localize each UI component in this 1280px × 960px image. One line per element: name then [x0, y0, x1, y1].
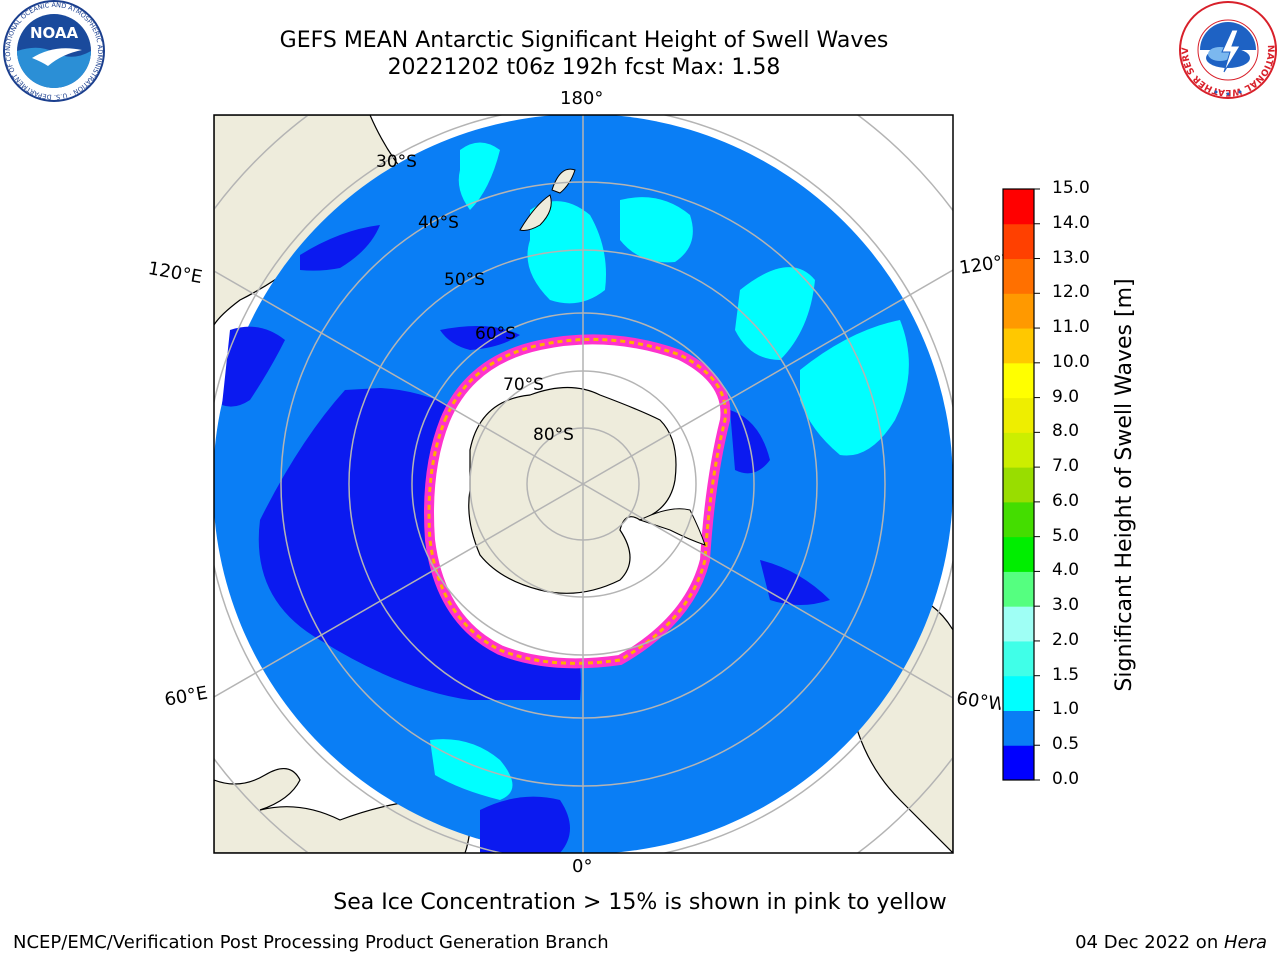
colorbar-tick-label: 8.0: [1052, 421, 1080, 442]
colorbar-block: [1003, 258, 1034, 294]
noaa-logo: NATIONAL OCEANIC AND ATMOSPHERIC ADMINIS…: [2, 0, 105, 102]
footer-host: Hera: [1223, 932, 1267, 953]
colorbar-tick-label: 4.0: [1052, 560, 1080, 581]
chart-subtitle-run-info: 20221202 t06z 192h fcst Max: 1.58: [387, 55, 781, 80]
lat-label-70s: 70°S: [503, 375, 544, 395]
colorbar-tick-label: 9.0: [1052, 386, 1080, 407]
lat-label-50s: 50°S: [444, 270, 485, 290]
colorbar-block: [1003, 606, 1034, 642]
colorbar-block: [1003, 189, 1034, 225]
colorbar-block: [1003, 745, 1034, 781]
map-frame: [213, 114, 954, 854]
swell-south-atlantic: [430, 739, 513, 800]
low-swell-east: [730, 410, 770, 474]
sea-ice-edge-orange: [427, 337, 727, 665]
meridian-120w: [582, 269, 953, 485]
lat-label-30s: 30°S: [376, 152, 417, 172]
swell-pacific-1: [620, 197, 693, 263]
new-zealand-south: [519, 194, 552, 231]
colorbar-blocks: [1003, 189, 1034, 781]
colorbar-tick-label: 1.5: [1052, 664, 1080, 685]
colorbar-block: [1003, 571, 1034, 607]
colorbar-tick-label: 2.0: [1052, 629, 1080, 650]
colorbar-block: [1003, 432, 1034, 468]
noaa-logo-text: NOAA: [30, 24, 79, 42]
colorbar-frame: [1002, 188, 1035, 781]
colorbar-block: [1003, 397, 1034, 433]
colorbar-tick-label: 10.0: [1052, 351, 1090, 372]
graticule: [214, 115, 953, 853]
colorbar-tick-label: 14.0: [1052, 212, 1090, 233]
colorbar-tick-label: 7.0: [1052, 456, 1080, 477]
antarctic-peninsula: [638, 508, 706, 546]
low-swell-south: [480, 796, 570, 853]
colorbar-tick-label: 13.0: [1052, 247, 1090, 268]
swell-pacific-3: [800, 320, 909, 456]
colorbar-block: [1003, 536, 1034, 572]
lon-label-0: 0°: [572, 856, 593, 877]
lon-label-180: 180°: [560, 88, 604, 109]
new-zealand-north: [551, 168, 576, 194]
colorbar-tick-label: 3.0: [1052, 595, 1080, 616]
colorbar-tick-label: 5.0: [1052, 525, 1080, 546]
footer-branch: NCEP/EMC/Verification Post Processing Pr…: [13, 932, 609, 953]
swell-pacific-2: [735, 267, 815, 360]
colorbar-tick-label: 1.0: [1052, 699, 1080, 720]
low-swell-ross: [440, 326, 520, 350]
colorbar-tick-label: 0.0: [1052, 769, 1080, 789]
lat-label-40s: 40°S: [418, 213, 459, 233]
footer-date: 04 Dec 2022 on Hera: [1075, 932, 1267, 953]
colorbar-block: [1003, 501, 1034, 538]
swell-tasman: [527, 201, 606, 304]
low-swell-australia: [300, 225, 380, 271]
colorbar-block: [1003, 640, 1034, 677]
chart-title: GEFS MEAN Antarctic Significant Height o…: [279, 28, 889, 53]
colorbar-block: [1003, 293, 1034, 329]
colorbar-tick-label: 12.0: [1052, 282, 1090, 303]
colorbar-block: [1003, 467, 1034, 503]
swell-north: [458, 142, 500, 210]
footer-date-text: 04 Dec 2022 on: [1075, 932, 1224, 953]
colorbar-tick-label: 0.5: [1052, 734, 1080, 755]
colorbar-axis-label: Significant Height of Swell Waves [m]: [1112, 278, 1137, 692]
colorbar-block: [1003, 223, 1034, 260]
colorbar-block: [1003, 710, 1034, 746]
lat-label-80s: 80°S: [533, 425, 574, 445]
meridian-60w: [582, 483, 953, 699]
nws-logo: NATIONAL WEATHER SERVICE: [1178, 0, 1277, 99]
lat-label-60s: 60°S: [475, 324, 516, 344]
low-swell-west: [222, 326, 285, 407]
colorbar-tick-label: 11.0: [1052, 317, 1090, 338]
colorbar-block: [1003, 362, 1034, 399]
colorbar-block: [1003, 328, 1034, 364]
meridian-120e: [214, 270, 584, 485]
sea-ice-note: Sea Ice Concentration > 15% is shown in …: [333, 890, 947, 915]
colorbar-ticks: [1034, 188, 1040, 781]
colorbar-block: [1003, 675, 1034, 711]
colorbar-tick-label: 6.0: [1052, 490, 1080, 511]
meridian-60e: [214, 483, 584, 698]
colorbar-tick-label: 15.0: [1052, 178, 1090, 198]
